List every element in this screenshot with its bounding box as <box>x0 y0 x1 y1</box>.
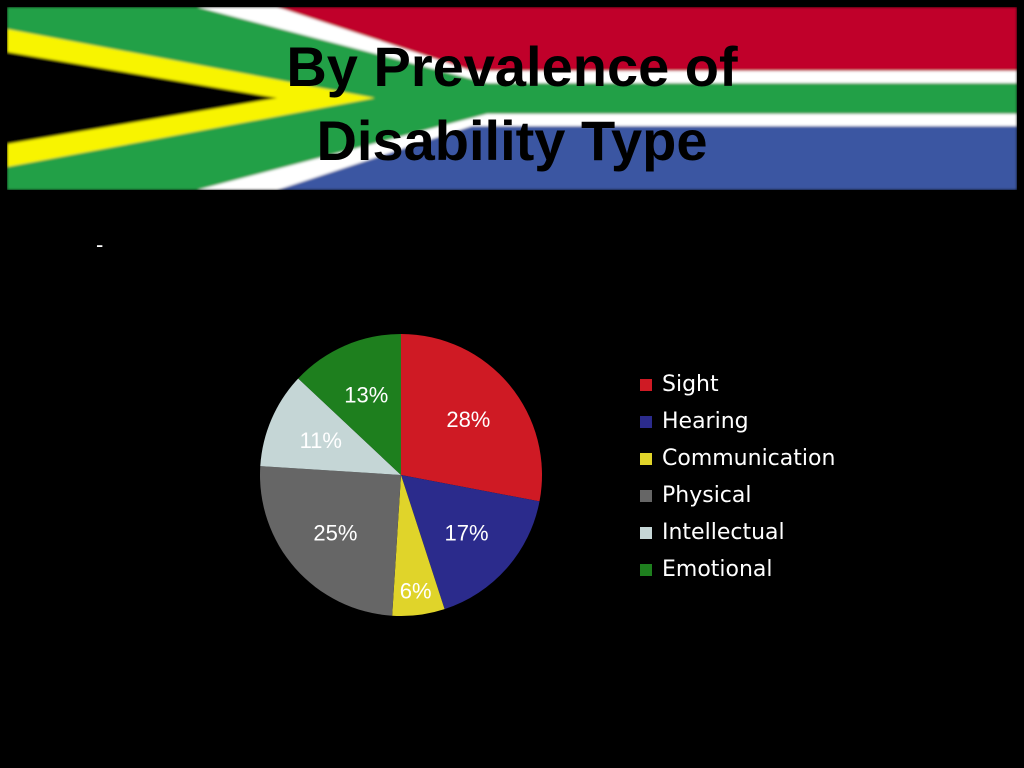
legend-swatch-intellectual <box>640 526 652 539</box>
legend-label-communication: Communication <box>662 446 836 471</box>
bullet-dash: - <box>96 232 104 257</box>
legend-item-emotional: Emotional <box>640 551 835 588</box>
pie-label-sight: 28% <box>446 407 490 432</box>
legend-item-sight: Sight <box>640 366 835 403</box>
legend-item-hearing: Hearing <box>640 403 835 440</box>
legend-label-emotional: Emotional <box>662 557 773 582</box>
pie-slice-physical <box>260 466 401 616</box>
legend-label-hearing: Hearing <box>662 409 749 434</box>
chart-legend: Sight Hearing Communication Physical Intelle… <box>640 366 835 588</box>
legend-swatch-communication <box>640 452 652 465</box>
pie-label-communication: 6% <box>400 579 432 604</box>
pie-label-emotional: 13% <box>344 382 388 407</box>
pie-label-physical: 25% <box>313 520 357 545</box>
legend-label-physical: Physical <box>662 483 752 508</box>
legend-swatch-hearing <box>640 415 652 428</box>
legend-swatch-physical <box>640 489 652 502</box>
pie-slice-intellectual <box>260 378 401 475</box>
slide-title-line-1: By Prevalence of <box>286 35 738 98</box>
slide-title-line-2: Disability Type <box>316 109 708 172</box>
pie-slice-hearing <box>401 475 540 610</box>
flag-green-pall <box>7 7 1017 190</box>
pie-slice-emotional <box>298 334 401 475</box>
pie-label-hearing: 17% <box>445 520 489 545</box>
pie-slice-sight <box>401 334 542 502</box>
south-africa-flag-banner <box>7 7 1017 190</box>
legend-item-intellectual: Intellectual <box>640 514 835 551</box>
legend-swatch-sight <box>640 378 652 391</box>
flag-black-triangle <box>7 52 277 144</box>
legend-item-communication: Communication <box>640 440 835 477</box>
legend-item-physical: Physical <box>640 477 835 514</box>
pie-slice-communication <box>392 475 445 616</box>
pie-chart: 28% 17% 6% 25% 11%13% <box>260 334 542 616</box>
legend-swatch-emotional <box>640 563 652 576</box>
legend-label-sight: Sight <box>662 372 719 397</box>
slide-title: By Prevalence of Disability Type <box>212 30 812 178</box>
pie-label-intellectual: 11% <box>300 428 342 453</box>
legend-label-intellectual: Intellectual <box>662 520 785 545</box>
